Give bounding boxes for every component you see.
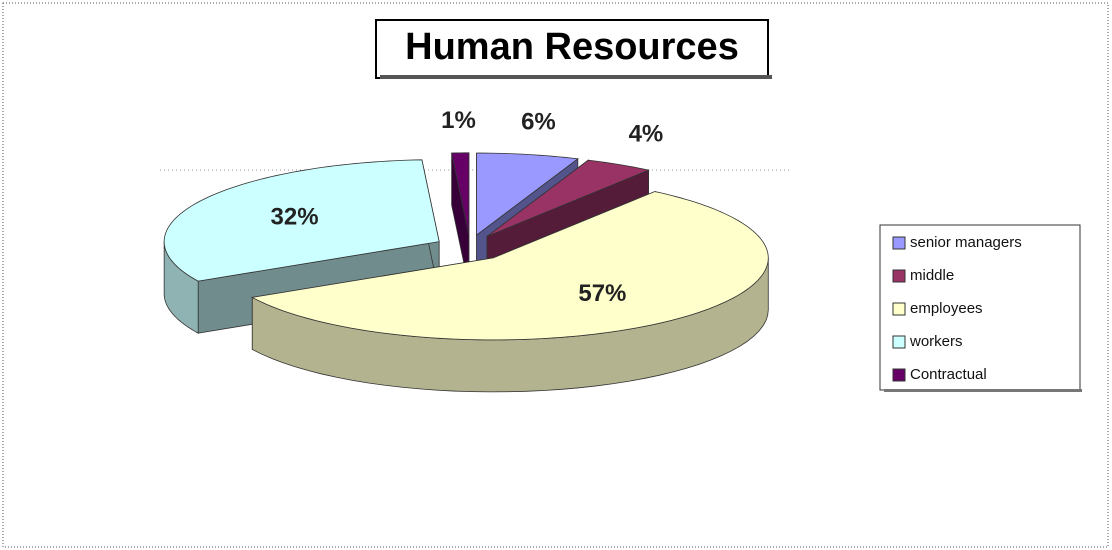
- legend-label: workers: [909, 333, 963, 350]
- legend-swatch: [892, 335, 906, 349]
- value-label: 32%: [271, 203, 319, 230]
- legend-swatch: [892, 302, 906, 316]
- legend-label: Contractual: [910, 366, 987, 383]
- slice: [451, 152, 470, 235]
- title-shadow: [380, 75, 772, 79]
- legend-shadow: [884, 389, 1082, 392]
- value-label: 6%: [521, 109, 556, 136]
- slice: [476, 152, 579, 236]
- legend-box: [879, 224, 1081, 391]
- value-label: 1%: [441, 107, 476, 134]
- title-box: [375, 19, 769, 79]
- slice: [163, 159, 440, 282]
- chart-title: Human Resources: [405, 26, 739, 68]
- legend-swatch: [892, 236, 906, 250]
- value-label: 4%: [629, 121, 664, 148]
- legend-label: middle: [910, 267, 954, 284]
- slice: [486, 159, 650, 237]
- value-label: 57%: [578, 280, 626, 307]
- legend-swatch: [892, 269, 906, 283]
- legend-swatch: [892, 368, 906, 382]
- legend-label: senior managers: [910, 234, 1022, 251]
- legend-label: employees: [910, 300, 983, 317]
- slice: [251, 191, 769, 341]
